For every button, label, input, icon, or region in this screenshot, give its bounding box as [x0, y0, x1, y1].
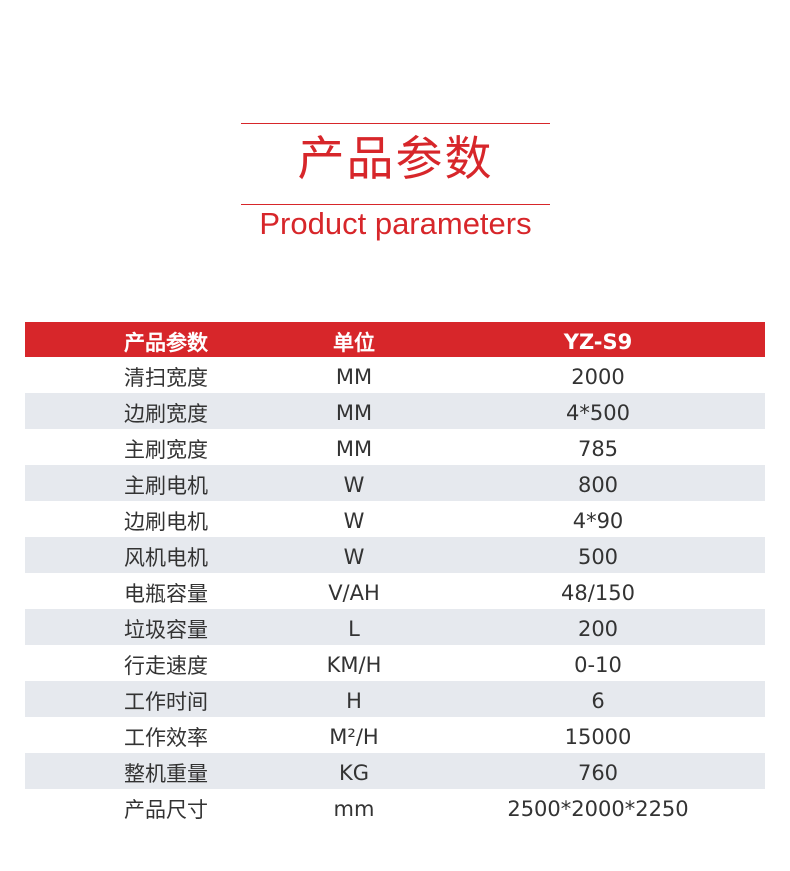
- param-name: 主刷宽度: [124, 438, 208, 462]
- param-unit: M²/H: [329, 725, 379, 749]
- param-name: 主刷电机: [124, 474, 208, 498]
- param-value: 2500*2000*2250: [507, 797, 689, 821]
- table-row: 整机重量 KG 760: [25, 753, 765, 789]
- param-value: 4*500: [566, 401, 630, 425]
- title-top-rule: [241, 123, 550, 124]
- title-divider: [241, 204, 550, 205]
- param-name: 工作时间: [124, 690, 208, 714]
- param-value: 200: [577, 617, 619, 641]
- param-value: 0-10: [574, 653, 622, 677]
- table-row: 风机电机 W 500: [25, 537, 765, 573]
- page-title: 产品参数: [297, 132, 494, 187]
- page-subtitle: Product parameters: [259, 206, 532, 241]
- param-unit: MM: [335, 365, 373, 389]
- table-header: 产品参数 单位 YZ-S9: [25, 322, 765, 357]
- table-row: 边刷宽度 MM 4*500: [25, 393, 765, 429]
- table-row: 清扫宽度 MM 2000: [25, 357, 765, 393]
- param-value: 6: [591, 689, 605, 713]
- param-name: 工作效率: [124, 726, 208, 750]
- table-row: 工作时间 H 6: [25, 681, 765, 717]
- param-unit: V/AH: [328, 581, 380, 605]
- param-unit: H: [346, 689, 362, 713]
- table-row: 产品尺寸 mm 2500*2000*2250: [25, 789, 765, 825]
- table-row: 主刷电机 W 800: [25, 465, 765, 501]
- param-name: 风机电机: [124, 546, 208, 570]
- param-value: 2000: [571, 365, 625, 389]
- header-unit: 单位: [333, 330, 375, 355]
- table-row: 行走速度 KM/H 0-10: [25, 645, 765, 681]
- param-name: 产品尺寸: [124, 798, 208, 822]
- param-value: 785: [577, 437, 619, 461]
- param-name: 清扫宽度: [124, 366, 208, 390]
- param-name: 垃圾容量: [124, 618, 208, 642]
- table-row: 边刷电机 W 4*90: [25, 501, 765, 537]
- param-unit: MM: [335, 437, 373, 461]
- param-value: 760: [577, 761, 619, 785]
- param-unit: W: [343, 545, 365, 569]
- param-value: 800: [577, 473, 619, 497]
- header-model: YZ-S9: [563, 329, 633, 354]
- param-unit: mm: [333, 797, 375, 821]
- param-name: 边刷电机: [124, 510, 208, 534]
- param-value: 500: [577, 545, 619, 569]
- param-name: 边刷宽度: [124, 402, 208, 426]
- param-unit: W: [343, 509, 365, 533]
- param-value: 48/150: [561, 581, 635, 605]
- param-value: 15000: [564, 725, 632, 749]
- table-row: 电瓶容量 V/AH 48/150: [25, 573, 765, 609]
- param-unit: W: [343, 473, 365, 497]
- param-unit: MM: [335, 401, 373, 425]
- table-row: 垃圾容量 L 200: [25, 609, 765, 645]
- param-unit: KG: [338, 761, 370, 785]
- param-unit: L: [348, 617, 360, 641]
- params-table: 产品参数 单位 YZ-S9 清扫宽度 MM 2000 边刷宽度 MM 4*500 主刷宽度 M…: [25, 322, 765, 825]
- param-unit: KM/H: [326, 653, 382, 677]
- table-row: 工作效率 M²/H 15000: [25, 717, 765, 753]
- param-name: 电瓶容量: [124, 582, 208, 606]
- table-row: 主刷宽度 MM 785: [25, 429, 765, 465]
- param-name: 行走速度: [124, 654, 208, 678]
- param-value: 4*90: [572, 509, 624, 533]
- param-name: 整机重量: [124, 762, 208, 786]
- header-param: 产品参数: [124, 330, 208, 355]
